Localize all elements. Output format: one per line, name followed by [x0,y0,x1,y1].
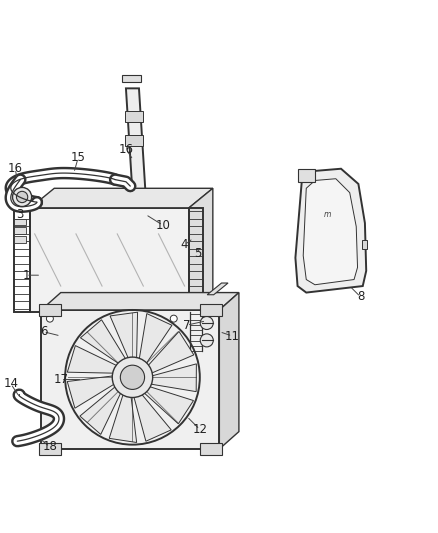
Text: 14: 14 [4,377,18,390]
Text: 15: 15 [71,151,85,164]
Text: 4: 4 [181,238,188,251]
Polygon shape [125,135,143,146]
Polygon shape [39,304,61,316]
Circle shape [112,357,153,398]
Polygon shape [295,169,366,293]
Polygon shape [219,293,239,449]
Polygon shape [189,188,213,312]
Polygon shape [125,111,143,122]
Polygon shape [41,293,239,310]
Polygon shape [80,380,125,434]
Polygon shape [81,320,131,369]
Polygon shape [141,332,194,377]
Text: 12: 12 [192,423,207,436]
Polygon shape [67,345,126,374]
Polygon shape [297,169,315,182]
Polygon shape [41,310,219,449]
Polygon shape [303,179,357,285]
Circle shape [17,191,28,203]
Polygon shape [14,228,25,234]
Text: 16: 16 [7,162,23,175]
Circle shape [46,315,53,322]
Polygon shape [167,312,180,325]
Polygon shape [362,240,367,249]
Polygon shape [136,383,194,424]
Polygon shape [14,219,25,225]
Text: 11: 11 [225,329,240,343]
Polygon shape [126,88,148,228]
Text: 3: 3 [16,208,23,221]
Text: 8: 8 [357,290,364,303]
Text: 5: 5 [194,247,201,260]
Circle shape [13,188,32,206]
Polygon shape [141,364,196,392]
Circle shape [124,368,141,386]
Circle shape [170,315,177,322]
Polygon shape [200,443,222,455]
Circle shape [200,334,213,347]
Text: 18: 18 [42,440,57,454]
Polygon shape [67,375,124,408]
Polygon shape [122,75,141,82]
Polygon shape [39,443,61,455]
Circle shape [200,317,213,329]
Polygon shape [110,312,138,369]
Text: 1: 1 [22,269,30,281]
Text: 16: 16 [118,143,134,156]
Polygon shape [30,208,189,312]
Text: 6: 6 [39,325,47,338]
Polygon shape [131,386,171,441]
Text: 17: 17 [53,373,68,386]
Polygon shape [14,236,25,243]
Polygon shape [30,188,213,208]
Circle shape [120,365,145,390]
Polygon shape [207,283,228,295]
Polygon shape [200,304,222,316]
Polygon shape [109,384,137,442]
Polygon shape [43,312,57,325]
Polygon shape [138,313,172,372]
Text: 7: 7 [183,319,191,332]
Text: 10: 10 [155,219,170,232]
Text: m: m [323,210,331,219]
Polygon shape [18,200,26,208]
